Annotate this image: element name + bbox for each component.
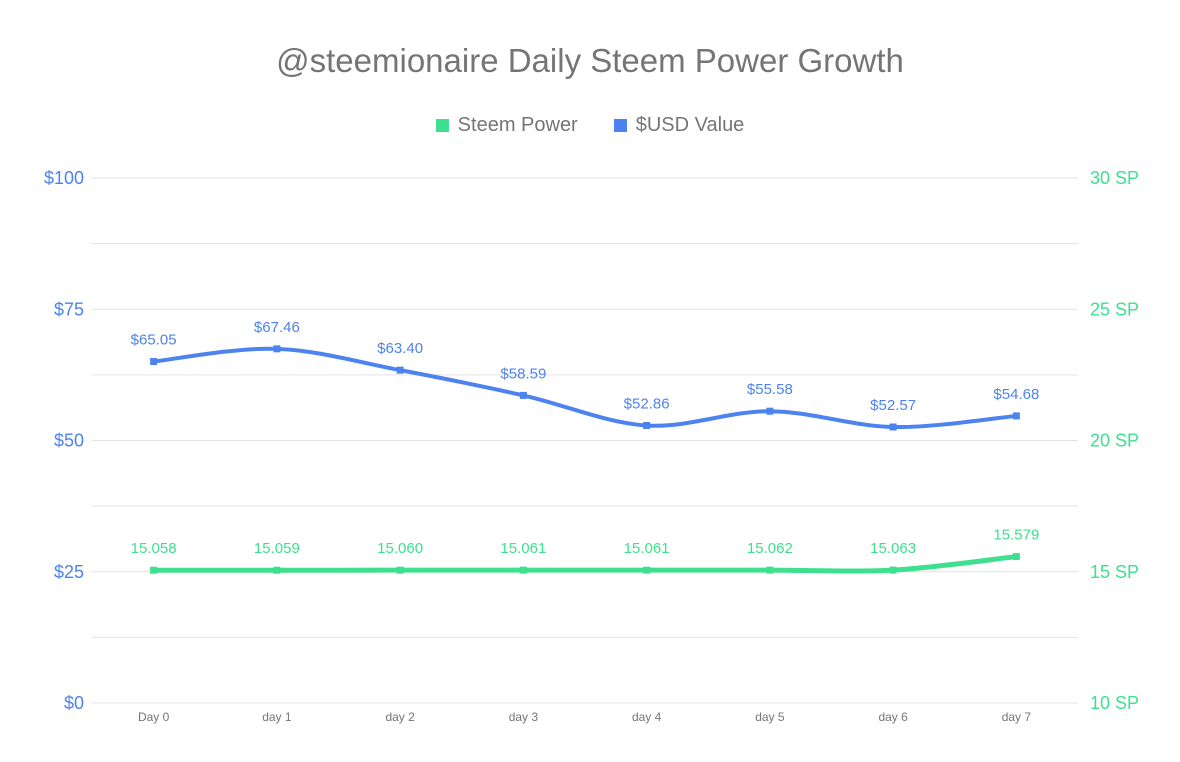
steem-power-data-point[interactable]: [396, 566, 404, 574]
left-axis-tick-label: $0: [64, 693, 84, 713]
usd-value-data-label: $63.40: [377, 340, 423, 357]
legend-swatch-steem-power: [435, 119, 449, 132]
left-axis-tick-label: $50: [54, 431, 84, 451]
steem-power-data-label: 15.058: [131, 540, 177, 557]
legend-label-steem-power: Steem Power: [457, 114, 578, 136]
right-axis-tick-label: 30 SP: [1090, 168, 1139, 188]
chart-legend: Steem Power $USD Value: [0, 114, 1180, 137]
steem-power-series-line: [151, 554, 1019, 574]
steem-power-data-label: 15.062: [747, 540, 793, 557]
chart-title: @steemionaire Daily Steem Power Growth: [276, 42, 904, 79]
legend-swatch-usd-value: [613, 119, 627, 132]
usd-value-data-point[interactable]: [889, 423, 897, 431]
usd-value-data-point[interactable]: [643, 421, 651, 429]
usd-value-data-label: $55.58: [747, 381, 793, 398]
usd-value-data-point[interactable]: [766, 407, 774, 415]
steem-power-data-point[interactable]: [889, 566, 897, 574]
usd-value-data-label: $52.86: [624, 395, 670, 412]
x-axis-label: day 6: [878, 710, 908, 724]
steem-power-data-point[interactable]: [150, 566, 158, 574]
usd-value-data-label: $58.59: [500, 365, 546, 382]
x-axis-label: day 5: [755, 710, 785, 724]
right-axis-tick-label: 10 SP: [1090, 693, 1139, 713]
usd-value-data-label: $65.05: [131, 331, 177, 348]
usd-value-data-label: $52.57: [870, 397, 916, 414]
right-axis-tick-label: 25 SP: [1090, 299, 1139, 319]
usd-value-data-point[interactable]: [273, 345, 281, 353]
x-axis-label: day 4: [632, 710, 662, 724]
x-axis-label: day 3: [509, 710, 539, 724]
usd-value-data-point[interactable]: [1012, 412, 1020, 420]
legend-item-steem-power: Steem Power: [435, 114, 578, 137]
steem-power-data-label: 15.579: [993, 527, 1039, 544]
steem-power-data-label: 15.060: [377, 540, 423, 557]
x-axis-label: day 1: [262, 710, 292, 724]
right-axis-tick-label: 20 SP: [1090, 431, 1139, 451]
steem-power-data-point[interactable]: [273, 566, 281, 574]
steem-power-data-label: 15.059: [254, 540, 300, 557]
steem-power-data-point[interactable]: [519, 566, 527, 574]
steem-power-data-point[interactable]: [1012, 553, 1020, 561]
steem-power-data-point[interactable]: [643, 566, 651, 574]
usd-value-data-label: $54.68: [993, 386, 1039, 403]
steem-power-data-point[interactable]: [766, 566, 774, 574]
x-axis-label: day 2: [385, 710, 415, 724]
legend-label-usd-value: $USD Value: [635, 114, 745, 136]
steem-power-data-label: 15.063: [870, 540, 916, 557]
steem-power-data-label: 15.061: [500, 540, 546, 557]
legend-item-usd-value: $USD Value: [613, 114, 745, 137]
usd-value-data-point[interactable]: [396, 366, 404, 374]
right-axis-tick-label: 15 SP: [1090, 562, 1139, 582]
left-axis-tick-label: $25: [54, 562, 84, 582]
usd-value-data-point[interactable]: [150, 357, 158, 365]
x-axis-label: day 7: [1002, 710, 1032, 724]
usd-value-data-point[interactable]: [519, 391, 527, 399]
x-axis-label: Day 0: [138, 710, 170, 724]
usd-value-series-line: [151, 346, 1019, 430]
steem-power-data-label: 15.061: [624, 540, 670, 557]
left-axis-tick-label: $100: [44, 168, 84, 188]
usd-value-data-label: $67.46: [254, 319, 300, 336]
left-axis-tick-label: $75: [54, 299, 84, 319]
